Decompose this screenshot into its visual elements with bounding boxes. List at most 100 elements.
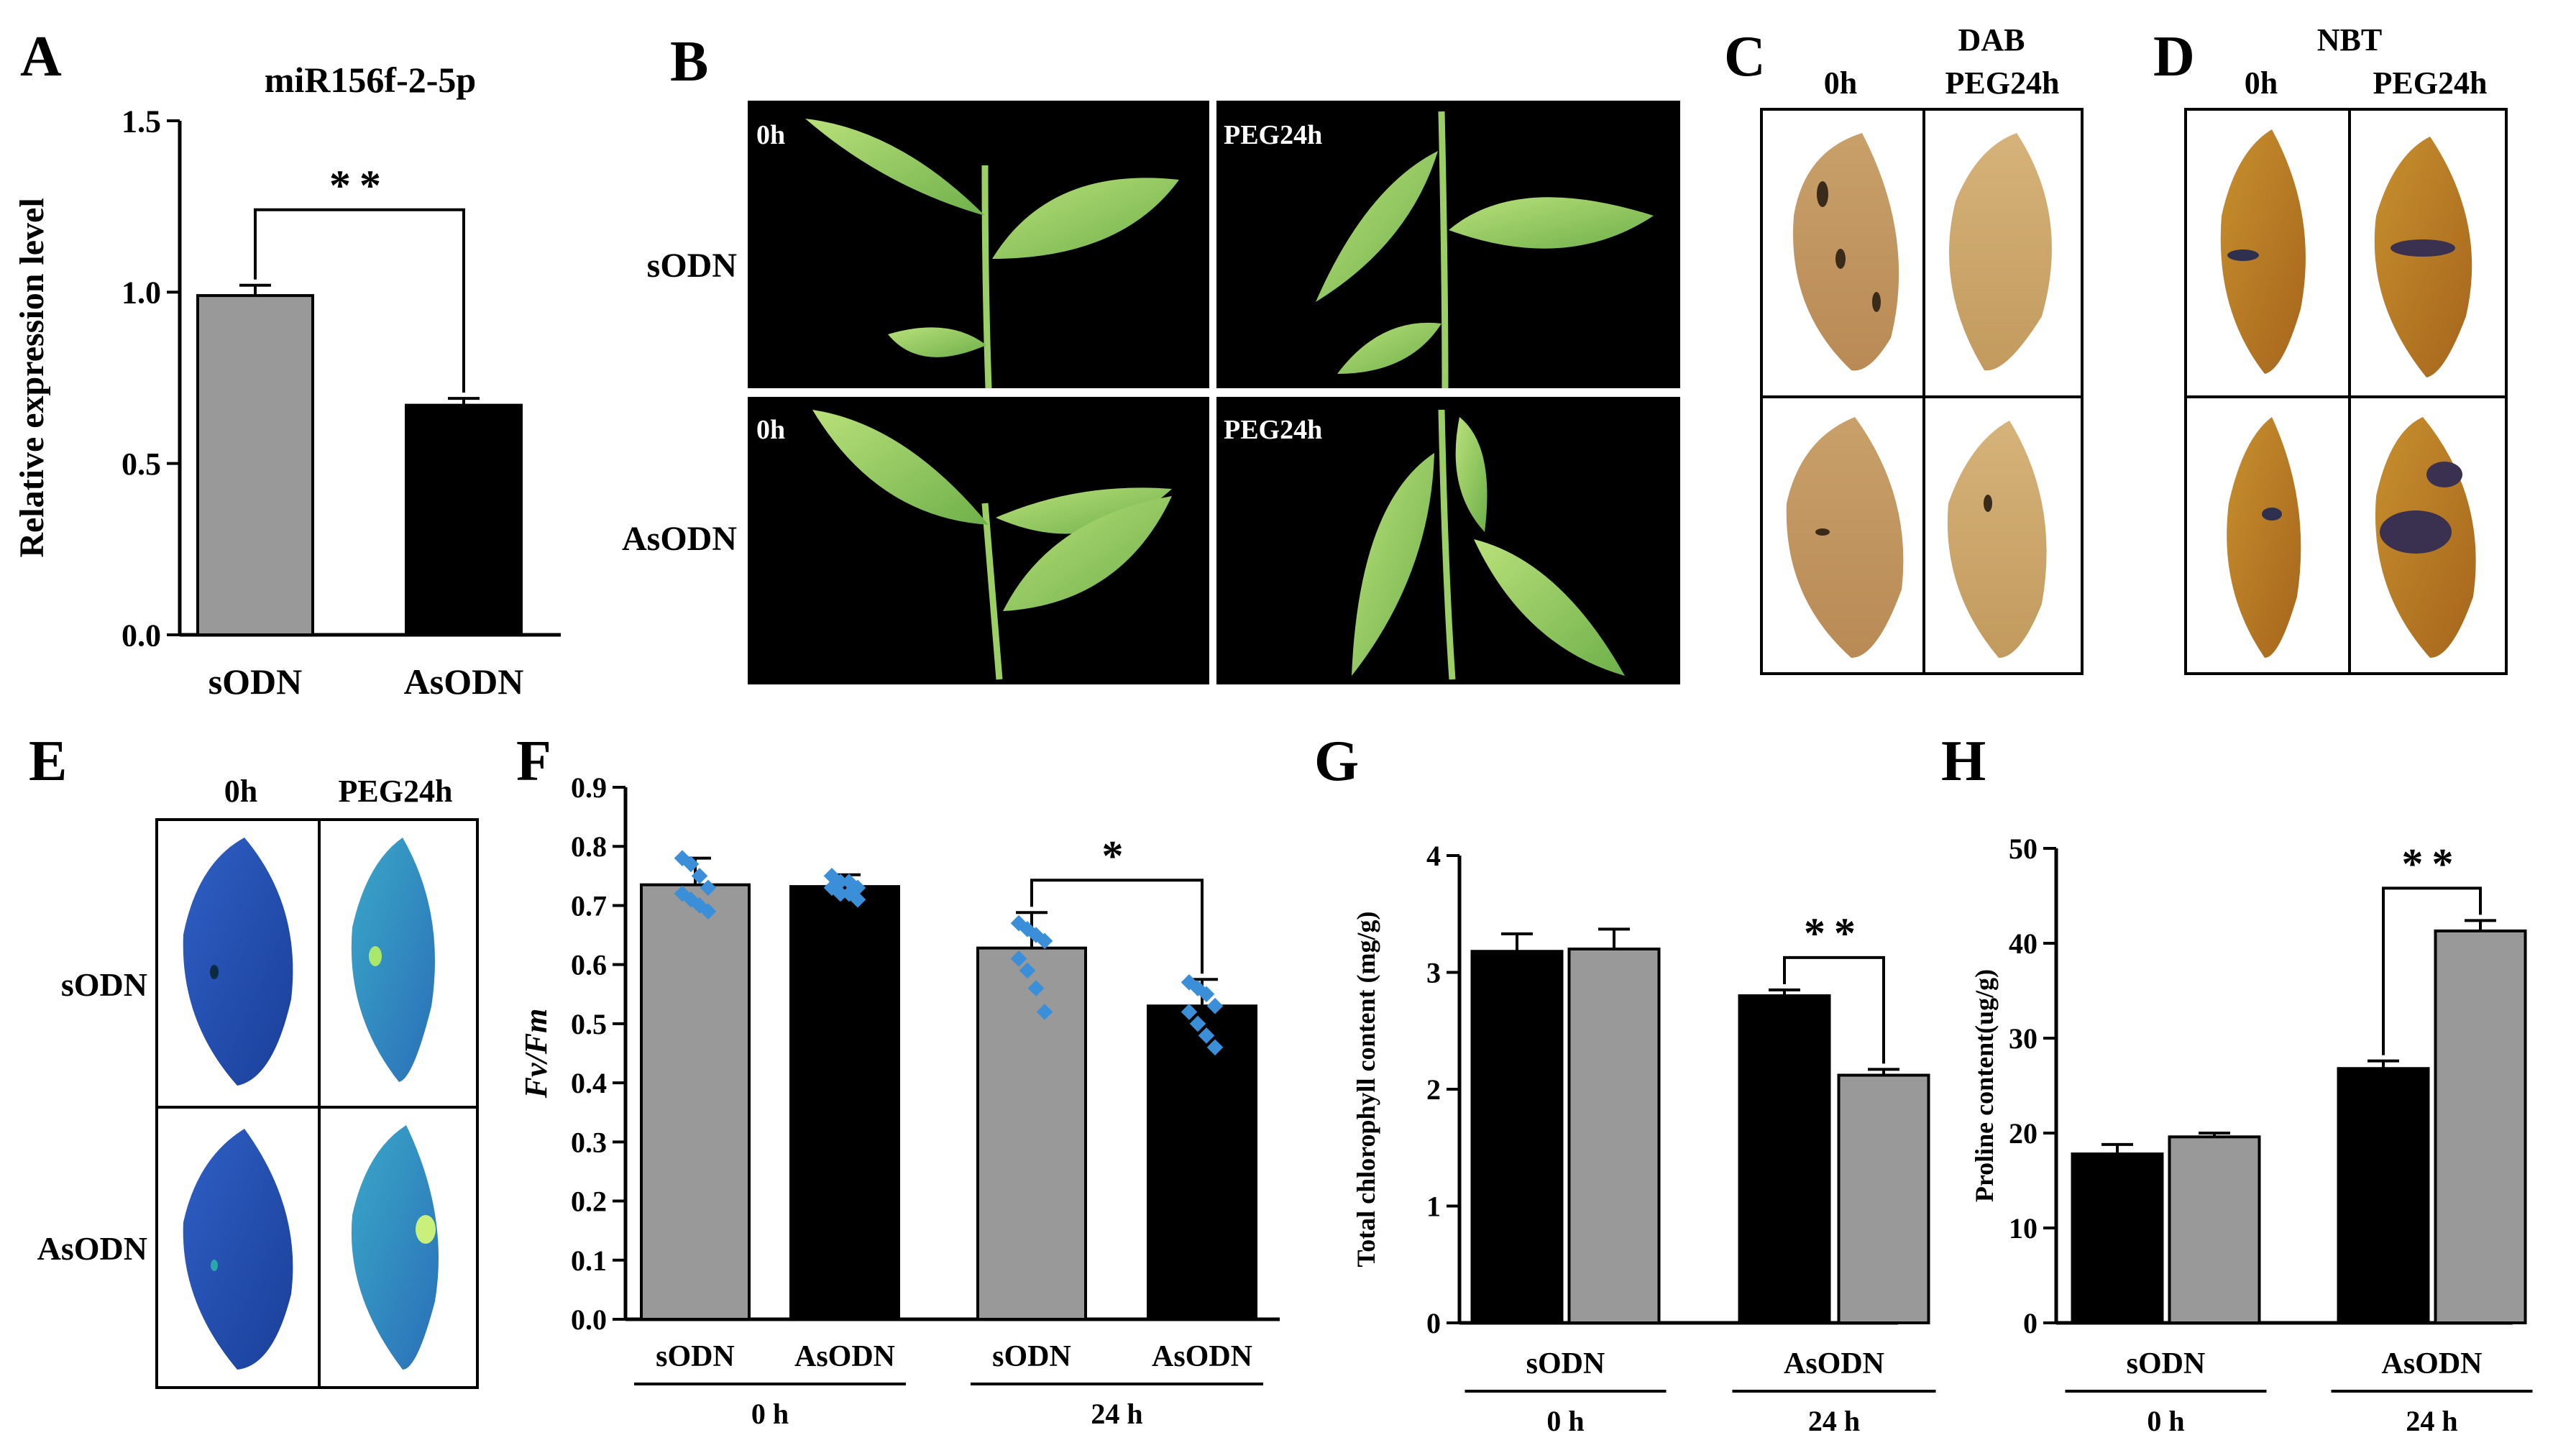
c-frame: [1760, 108, 2084, 675]
chart-g-group-top-label: AsODN: [1784, 1347, 1884, 1380]
chart-g-ytick-label: 3: [1426, 957, 1441, 989]
chart-h-sig-bracket: [2382, 886, 2482, 1055]
chart-h-group-top-label: AsODN: [2381, 1347, 2482, 1380]
chart-f-ytick-label: 0.5: [571, 1008, 607, 1040]
chart-a: miR156f-2-5p 0.0 0.5 1.0 1.5 Relative express…: [13, 60, 561, 702]
chart-f-sig-bracket: [1030, 879, 1204, 974]
chart-h-ytick-label: 0: [2023, 1307, 2038, 1339]
chart-f-category-label: sODN: [656, 1340, 735, 1373]
seedling-b-2: [1316, 111, 1654, 389]
leaf-e-3: [183, 1129, 293, 1370]
c-col-label-peg: PEG24h: [1945, 65, 2060, 101]
chart-f-ytick-label: 0.9: [571, 771, 607, 804]
chart-h-ytick-label: 30: [2009, 1022, 2038, 1055]
e-col-label-peg: PEG24h: [339, 774, 453, 809]
b-col-label-peg-bottom: PEG24h: [1224, 415, 1322, 445]
chart-g: 0 1 2 3 4 Total chlorophyll content (mg/g) ** s…: [1352, 840, 1936, 1437]
chart-f-point: [1198, 1027, 1215, 1044]
chart-f-point: [700, 903, 717, 920]
chart-f-ytick-label: 0.1: [571, 1245, 607, 1277]
chart-f-point: [1189, 1015, 1206, 1032]
chart-f-group-label: 24 h: [1091, 1398, 1142, 1430]
d-col-label-peg: PEG24h: [2373, 65, 2488, 101]
chart-f-ytick-label: 0.4: [571, 1067, 607, 1099]
leaf-d-3: [2227, 417, 2301, 658]
chart-f-point: [1206, 997, 1224, 1014]
chart-f-point: [691, 868, 708, 884]
chart-f-ylabel: Fv/Fm: [518, 1009, 554, 1099]
chart-g-ytick-label: 0: [1426, 1307, 1441, 1339]
chart-h-group-label: 0 h: [2147, 1405, 2184, 1437]
panel-letter-d: D: [2153, 25, 2195, 88]
leaf-e-2: [351, 838, 435, 1082]
c-title: DAB: [1958, 22, 2025, 58]
b-row-label-asodn: AsODN: [622, 520, 737, 558]
panel-letter-g: G: [1314, 730, 1359, 793]
e-frame: [155, 818, 479, 1389]
chart-f-point: [1027, 980, 1045, 996]
d-title: NBT: [2317, 22, 2382, 58]
chart-g-group-top-label: sODN: [1526, 1347, 1605, 1380]
chart-f-point: [1010, 950, 1027, 967]
panel-letter-b: B: [670, 30, 708, 93]
leaf-c-4: [1947, 421, 2047, 658]
chart-f-ytick-label: 0.3: [571, 1126, 607, 1158]
chart-f-bar: [640, 883, 751, 1321]
leaf-e-4: [351, 1125, 439, 1370]
b-col-label-0h-bottom: 0h: [756, 415, 785, 445]
d-frame: [2184, 108, 2508, 675]
chart-h-bar: [2071, 1152, 2164, 1325]
chart-f-point: [849, 891, 866, 908]
chart-g-bar: [1470, 950, 1564, 1324]
chart-h-group-label: 24 h: [2406, 1405, 2457, 1437]
b-col-label-0h-top: 0h: [756, 120, 785, 150]
chart-f-point: [1206, 1039, 1224, 1056]
panel-b: 0h PEG24h 0h PEG24h sODN AsODN: [622, 101, 1680, 684]
chart-g-ytick-label: 1: [1426, 1191, 1441, 1223]
chart-g-ylabel: Total chlorophyll content (mg/g): [1352, 911, 1380, 1267]
chart-g-ytick-label: 2: [1426, 1073, 1441, 1106]
panel-letter-h: H: [1941, 730, 1986, 793]
chart-f-ytick-label: 0.2: [571, 1186, 607, 1218]
chart-f-bar: [789, 885, 900, 1321]
chart-f-ytick-label: 0.0: [571, 1303, 607, 1336]
panel-d: NBT 0h PEG24h: [2184, 22, 2508, 675]
chart-f-sig-label: *: [1102, 832, 1132, 879]
chart-f-point: [1019, 962, 1036, 979]
panel-letter-f: F: [516, 730, 551, 793]
chart-a-sig-bracket: [254, 208, 465, 393]
chart-h-ytick-label: 50: [2009, 833, 2038, 865]
chart-g-sig-bracket: [1783, 955, 1885, 1064]
chart-g-ytick-label: 4: [1426, 840, 1441, 872]
leaf-c-1: [1793, 133, 1899, 371]
chart-g-bar: [1837, 1073, 1930, 1324]
chart-a-category-label: AsODN: [404, 661, 524, 702]
chart-f-category-label: AsODN: [1152, 1340, 1252, 1373]
chart-f-point: [1181, 1004, 1198, 1020]
chart-f-category-label: sODN: [992, 1340, 1071, 1373]
panel-c: DAB 0h PEG24h: [1760, 22, 2084, 675]
chart-h-group-top-label: sODN: [2127, 1347, 2206, 1380]
chart-g-bar: [1567, 948, 1661, 1324]
chart-h-ylabel: Proline content(ug/g): [1970, 969, 1999, 1202]
chart-g-group-label: 0 h: [1546, 1405, 1584, 1437]
d-col-label-0h: 0h: [2245, 65, 2278, 101]
chart-a-ytick-label: 1.5: [122, 104, 161, 139]
chart-f-ytick-label: 0.8: [571, 830, 607, 863]
chart-a-title: miR156f-2-5p: [265, 60, 476, 100]
chart-a-sig-label: **: [329, 162, 390, 209]
chart-g-sig-label: **: [1804, 909, 1864, 957]
b-col-label-peg-top: PEG24h: [1224, 120, 1322, 150]
chart-f-bar: [1147, 1004, 1257, 1321]
chart-g-group-label: 24 h: [1808, 1405, 1860, 1437]
chart-h-bar: [2434, 929, 2527, 1324]
chart-g-bar: [1738, 994, 1831, 1324]
chart-h-ytick-label: 20: [2009, 1117, 2038, 1150]
seedling-b-1: [805, 119, 1179, 389]
chart-f-category-label: AsODN: [794, 1340, 895, 1373]
chart-a-category-label: sODN: [208, 661, 303, 702]
chart-f-point: [1036, 1004, 1053, 1020]
chart-h: 0 10 20 30 40 50 Proline content(ug/g) ** sODN 0 …: [1970, 833, 2533, 1437]
leaf-d-1: [2220, 129, 2306, 374]
